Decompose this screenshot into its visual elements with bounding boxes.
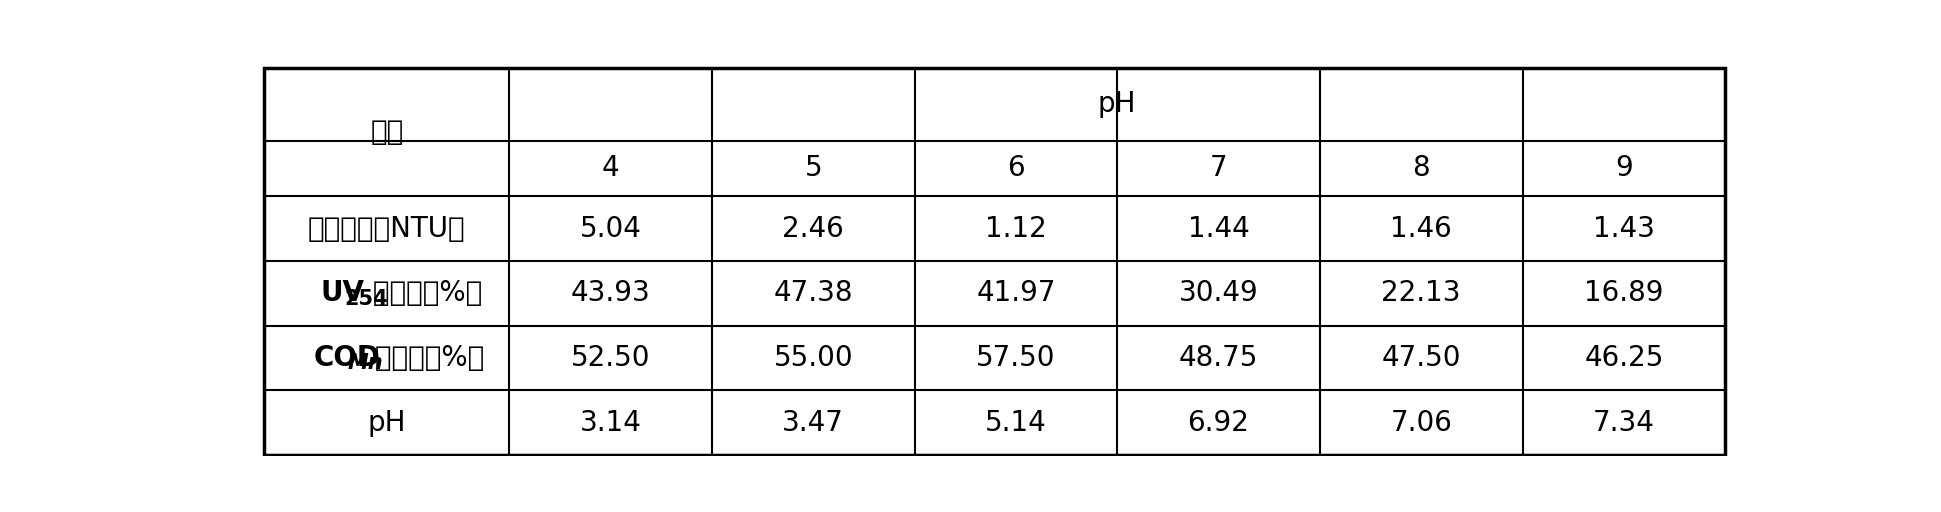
Text: 16.89: 16.89 <box>1584 279 1663 307</box>
Text: 1.43: 1.43 <box>1594 215 1656 243</box>
Text: 52.50: 52.50 <box>571 344 650 372</box>
Text: 1.44: 1.44 <box>1188 215 1250 243</box>
Text: 7.06: 7.06 <box>1390 409 1452 437</box>
Text: 8: 8 <box>1413 155 1431 182</box>
Text: 30.49: 30.49 <box>1178 279 1258 307</box>
Text: 1.12: 1.12 <box>984 215 1046 243</box>
Text: COD: COD <box>313 344 380 372</box>
Text: 7.34: 7.34 <box>1594 409 1656 437</box>
Text: 5.14: 5.14 <box>984 409 1046 437</box>
Text: UV: UV <box>320 279 365 307</box>
Text: 6.92: 6.92 <box>1188 409 1250 437</box>
Text: 2.46: 2.46 <box>782 215 844 243</box>
Text: 去除率（%）: 去除率（%） <box>363 279 481 307</box>
Text: 5.04: 5.04 <box>580 215 641 243</box>
Text: 43.93: 43.93 <box>571 279 650 307</box>
Text: 7: 7 <box>1209 155 1227 182</box>
Text: 254: 254 <box>344 289 388 309</box>
Text: 22.13: 22.13 <box>1382 279 1462 307</box>
Text: 1.46: 1.46 <box>1390 215 1452 243</box>
Text: 41.97: 41.97 <box>976 279 1056 307</box>
Text: 57.50: 57.50 <box>976 344 1056 372</box>
Text: 4: 4 <box>602 155 619 182</box>
Text: 3.47: 3.47 <box>782 409 844 437</box>
Text: 去除率（%）: 去除率（%） <box>365 344 483 372</box>
Text: 47.38: 47.38 <box>773 279 852 307</box>
Text: pH: pH <box>367 409 406 437</box>
Text: 9: 9 <box>1615 155 1632 182</box>
Text: 6: 6 <box>1007 155 1025 182</box>
Text: 55.00: 55.00 <box>773 344 852 372</box>
Text: 48.75: 48.75 <box>1178 344 1258 372</box>
Text: 指标: 指标 <box>371 118 404 146</box>
Text: pH: pH <box>1099 90 1137 118</box>
Text: 47.50: 47.50 <box>1382 344 1462 372</box>
Text: 5: 5 <box>804 155 823 182</box>
Text: 46.25: 46.25 <box>1584 344 1663 372</box>
Text: 3.14: 3.14 <box>580 409 641 437</box>
Text: Mn: Mn <box>347 353 382 373</box>
Text: 剩余浊度（NTU）: 剩余浊度（NTU） <box>309 215 466 243</box>
